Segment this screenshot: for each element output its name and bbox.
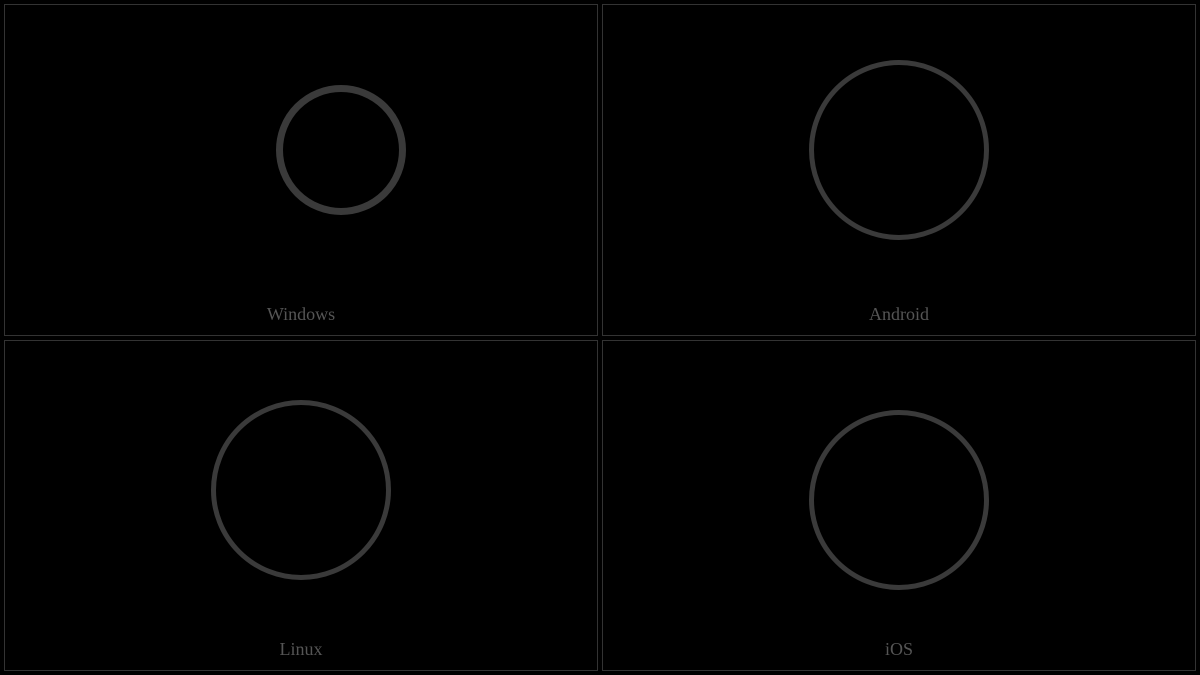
circle-icon [276,85,406,215]
circle-icon [809,60,989,240]
circle-icon [211,400,391,580]
panel-android: Android [602,4,1196,336]
circle-icon [809,410,989,590]
panel-ios: iOS [602,340,1196,672]
platform-label: Android [869,304,929,325]
panel-windows: Windows [4,4,598,336]
platform-label: Windows [267,304,335,325]
platform-label: Linux [280,639,323,660]
panel-linux: Linux [4,340,598,672]
platform-label: iOS [885,639,913,660]
